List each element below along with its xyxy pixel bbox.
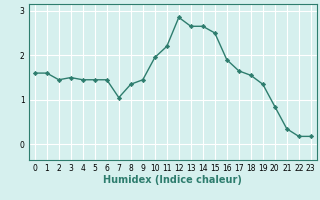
X-axis label: Humidex (Indice chaleur): Humidex (Indice chaleur) [103,175,242,185]
